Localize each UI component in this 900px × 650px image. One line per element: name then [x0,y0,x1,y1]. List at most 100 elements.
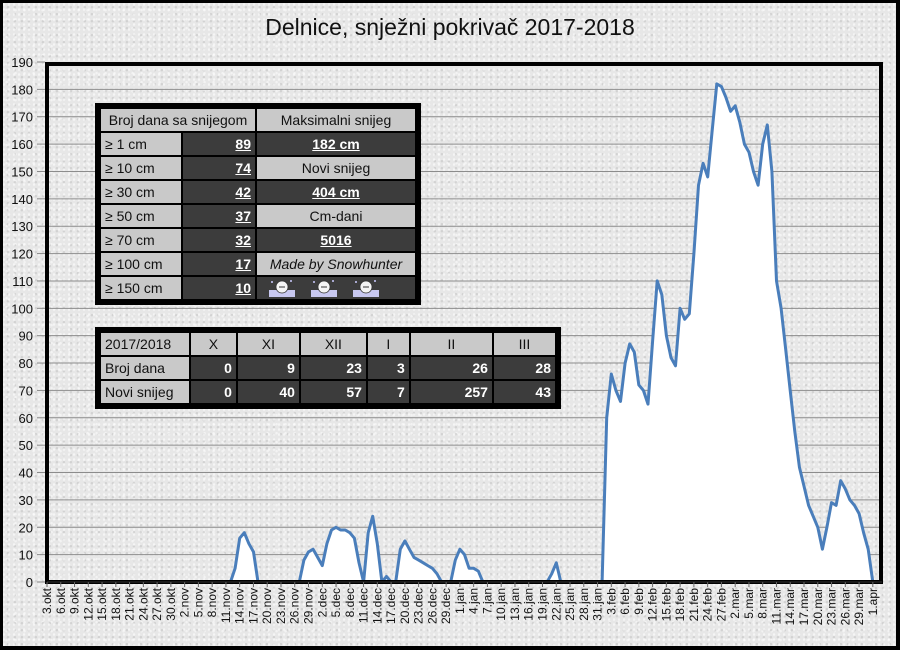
svg-text:1.jan: 1.jan [453,588,467,614]
svg-text:18.feb: 18.feb [673,588,687,622]
snowman-icons [257,277,415,299]
svg-text:8.nov: 8.nov [205,588,219,617]
svg-text:29.nov: 29.nov [302,588,316,624]
monthly-row-label: Novi snijeg [101,381,189,403]
stats-row-value: 74 [183,157,255,179]
svg-text:160: 160 [11,137,33,152]
svg-text:3.feb: 3.feb [604,588,618,615]
svg-text:100: 100 [11,301,33,316]
svg-text:2.mar: 2.mar [728,588,742,619]
svg-text:25.jan: 25.jan [563,588,577,621]
monthly-cell: 43 [493,381,555,403]
monthly-cell: 26 [410,357,492,379]
stats-row-label: ≥ 30 cm [101,181,181,203]
svg-text:27.okt: 27.okt [150,587,164,620]
svg-text:20.nov: 20.nov [260,588,274,624]
svg-text:6.okt: 6.okt [54,587,68,614]
svg-text:31.jan: 31.jan [591,588,605,621]
svg-text:18.okt: 18.okt [109,587,123,620]
chart-title: Delnice, snježni pokrivač 2017-2018 [265,14,635,40]
svg-text:26.nov: 26.nov [288,588,302,624]
stats-row-value: 10 [183,277,255,299]
svg-text:190: 190 [11,55,33,70]
snow-line [47,82,882,584]
monthly-header-month: II [410,333,492,355]
svg-text:120: 120 [11,247,33,262]
svg-text:10: 10 [19,548,33,563]
svg-text:7.jan: 7.jan [480,588,494,614]
svg-text:70: 70 [19,383,33,398]
svg-text:130: 130 [11,219,33,234]
svg-text:11.dec: 11.dec [357,588,371,623]
svg-text:21.feb: 21.feb [687,588,701,622]
svg-text:20.dec: 20.dec [398,588,412,624]
stats-row-label: ≥ 50 cm [101,205,181,227]
svg-text:90: 90 [19,329,33,344]
svg-text:8.dec: 8.dec [343,588,357,617]
monthly-cell: 7 [367,381,409,403]
cm-days-label: Cm-dani [257,205,415,227]
svg-text:26.dec: 26.dec [425,588,439,624]
svg-text:19.jan: 19.jan [535,588,549,621]
credit-text: Made by Snowhunter [257,253,415,275]
svg-text:15.okt: 15.okt [95,587,109,620]
svg-text:21.okt: 21.okt [123,587,137,620]
snowman-icon [310,280,337,298]
new-snow-label: Novi snijeg [257,157,415,179]
svg-text:15.feb: 15.feb [659,588,673,622]
stats-row-label: ≥ 100 cm [101,253,181,275]
svg-text:50: 50 [19,438,33,453]
monthly-row-label: Broj dana [101,357,189,379]
new-snow-value: 404 cm [257,181,415,203]
stats-row-label: ≥ 70 cm [101,229,181,251]
monthly-cell: 40 [237,381,299,403]
svg-text:8.mar: 8.mar [756,588,770,619]
svg-text:11.mar: 11.mar [769,588,783,624]
svg-text:17.nov: 17.nov [246,588,260,624]
svg-text:170: 170 [11,110,33,125]
monthly-cell: 0 [191,381,236,403]
svg-text:9.okt: 9.okt [68,587,82,614]
svg-text:24.feb: 24.feb [701,588,715,622]
svg-text:29.mar: 29.mar [852,588,866,625]
svg-text:24.okt: 24.okt [136,587,150,620]
monthly-cell: 28 [493,357,555,379]
svg-text:20: 20 [19,520,33,535]
cm-days-value: 5016 [257,229,415,251]
svg-text:4.jan: 4.jan [467,588,481,614]
svg-text:30.okt: 30.okt [164,587,178,620]
stats-table: Broj dana sa snijegom Maksimalni snijeg … [95,103,421,305]
svg-text:12.feb: 12.feb [646,588,660,622]
svg-text:10.jan: 10.jan [494,588,508,621]
svg-text:27.feb: 27.feb [714,588,728,622]
svg-text:60: 60 [19,411,33,426]
stats-row-value: 89 [183,133,255,155]
svg-text:5.nov: 5.nov [191,588,205,617]
max-snow-value: 182 cm [257,133,415,155]
svg-text:3.okt: 3.okt [40,587,54,614]
stats-row-value: 17 [183,253,255,275]
svg-text:110: 110 [12,274,33,289]
svg-text:17.dec: 17.dec [384,588,398,624]
svg-text:26.mar: 26.mar [838,588,852,625]
svg-text:14.nov: 14.nov [233,588,247,624]
monthly-cell: 9 [237,357,299,379]
monthly-cell: 257 [410,381,492,403]
svg-text:2.dec: 2.dec [315,588,329,617]
stats-header-left: Broj dana sa snijegom [101,109,255,131]
stats-row-label: ≥ 1 cm [101,133,181,155]
snowman-icon [269,280,295,298]
svg-text:28.jan: 28.jan [577,588,591,621]
svg-text:30: 30 [19,493,33,508]
svg-text:2.nov: 2.nov [178,588,192,617]
stats-row-value: 32 [183,229,255,251]
monthly-cell: 3 [367,357,409,379]
svg-text:17.mar: 17.mar [797,588,811,625]
x-axis-ticks: 3.okt 6.okt 9.okt 12.okt 15.okt 18.okt 21.okt 2… [40,582,880,625]
stats-row-label: ≥ 150 cm [101,277,181,299]
svg-text:14.mar: 14.mar [783,588,797,625]
svg-text:9.feb: 9.feb [632,588,646,615]
svg-text:40: 40 [19,466,33,481]
stats-row-value: 42 [183,181,255,203]
